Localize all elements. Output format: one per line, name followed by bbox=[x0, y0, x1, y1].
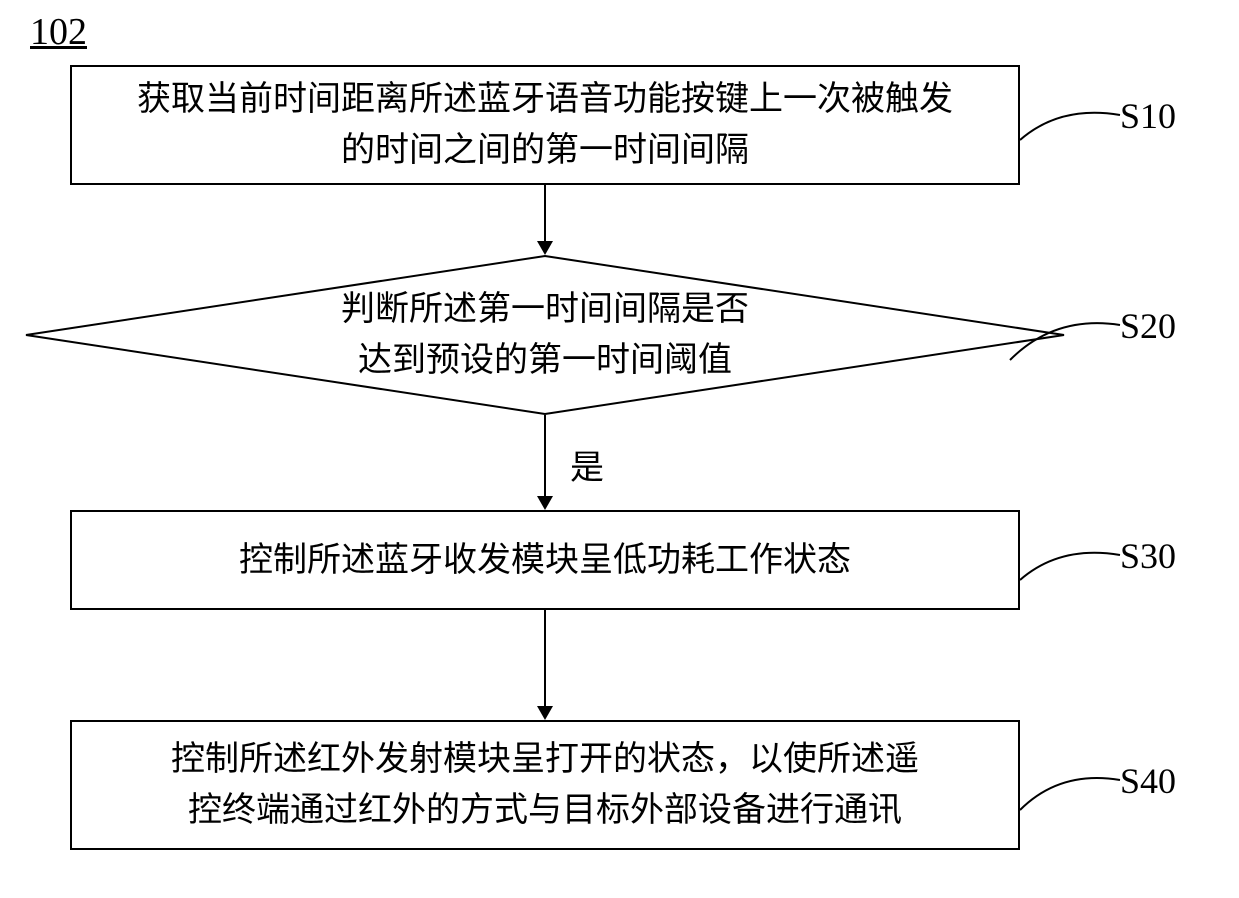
decision-s20-line2: 达到预设的第一时间阈值 bbox=[358, 342, 732, 379]
label-s40: S40 bbox=[1120, 760, 1176, 802]
label-s20: S20 bbox=[1120, 305, 1176, 347]
decision-s20: 判断所述第一时间间隔是否 达到预设的第一时间阈值 bbox=[25, 255, 1065, 415]
edge-label-yes: 是 bbox=[570, 440, 604, 489]
connector-s10 bbox=[1015, 100, 1125, 150]
connector-s30 bbox=[1015, 540, 1125, 590]
label-s10: S10 bbox=[1120, 95, 1176, 137]
connector-s20 bbox=[1005, 310, 1125, 370]
arrow-s30-s40 bbox=[544, 610, 546, 708]
arrow-s10-s20 bbox=[544, 185, 546, 243]
arrow-s20-s30 bbox=[544, 415, 546, 498]
flowchart-container: 102 获取当前时间距离所述蓝牙语音功能按键上一次被触发 的时间之间的第一时间间… bbox=[0, 0, 1239, 898]
figure-number: 102 bbox=[30, 10, 87, 54]
decision-s20-line1: 判断所述第一时间间隔是否 bbox=[341, 291, 749, 328]
process-s40: 控制所述红外发射模块呈打开的状态，以使所述遥 控终端通过红外的方式与目标外部设备… bbox=[70, 720, 1020, 850]
arrowhead-s10-s20 bbox=[537, 241, 553, 255]
process-s10-line2: 的时间之间的第一时间间隔 bbox=[341, 132, 749, 169]
arrowhead-s30-s40 bbox=[537, 706, 553, 720]
process-s40-line1: 控制所述红外发射模块呈打开的状态，以使所述遥 bbox=[171, 741, 919, 778]
process-s10-line1: 获取当前时间距离所述蓝牙语音功能按键上一次被触发 bbox=[137, 81, 953, 118]
arrowhead-s20-s30 bbox=[537, 496, 553, 510]
label-s30: S30 bbox=[1120, 535, 1176, 577]
process-s30-line1: 控制所述蓝牙收发模块呈低功耗工作状态 bbox=[239, 542, 851, 579]
process-s10: 获取当前时间距离所述蓝牙语音功能按键上一次被触发 的时间之间的第一时间间隔 bbox=[70, 65, 1020, 185]
process-s30: 控制所述蓝牙收发模块呈低功耗工作状态 bbox=[70, 510, 1020, 610]
connector-s40 bbox=[1015, 765, 1125, 820]
process-s40-line2: 控终端通过红外的方式与目标外部设备进行通讯 bbox=[188, 792, 902, 829]
